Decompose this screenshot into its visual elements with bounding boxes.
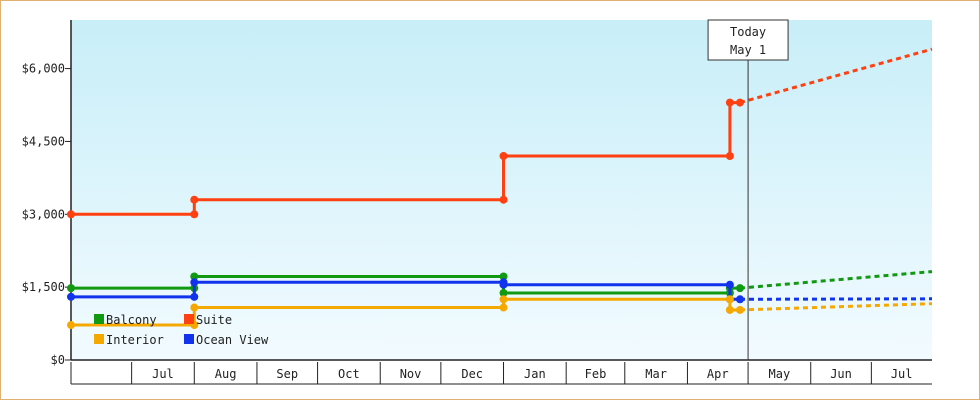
x-tick-label: Mar [645, 367, 667, 381]
x-tick-label: Jul [891, 367, 913, 381]
legend-swatch [94, 334, 104, 344]
data-point [499, 288, 508, 297]
data-point [725, 98, 734, 107]
legend-item: Interior [94, 333, 164, 347]
data-point [67, 292, 75, 301]
plot-background [71, 20, 932, 360]
legend-label: Interior [106, 333, 164, 347]
x-tick-label: May [769, 367, 791, 381]
y-tick-label: $1,500 [22, 280, 65, 294]
today-date-label: May 1 [730, 43, 766, 57]
x-tick-label: Oct [338, 367, 360, 381]
data-point [725, 280, 734, 289]
legend: Balcony Suite Interior Ocean View [94, 313, 269, 347]
x-tick-label: Dec [461, 367, 483, 381]
x-tick-label: Feb [585, 367, 607, 381]
y-tick-label: $6,000 [22, 62, 65, 76]
projection-line [739, 47, 933, 105]
legend-item: Suite [184, 313, 232, 327]
series-layer [67, 47, 933, 330]
legend-item: Ocean View [184, 333, 269, 347]
legend-label: Suite [196, 313, 232, 327]
legend-swatch [184, 314, 194, 324]
data-point [499, 295, 508, 304]
data-point [190, 195, 199, 204]
data-point [190, 292, 199, 301]
legend-label: Ocean View [196, 333, 269, 347]
series-interior [67, 295, 933, 330]
data-point [499, 280, 508, 289]
data-point [499, 195, 508, 204]
today-marker: Today May 1 [707, 19, 789, 360]
legend-label: Balcony [106, 313, 157, 327]
x-axis: Jul Aug Sep Oct Nov Dec Jan Feb Mar Apr May Jun Jul [70, 359, 932, 385]
today-box [707, 19, 789, 61]
data-point [190, 278, 199, 287]
data-point [499, 152, 508, 160]
x-tick-label: Jul [152, 367, 174, 381]
data-point [190, 272, 199, 281]
today-label: Today [730, 25, 766, 39]
y-tick-label: $4,500 [22, 134, 65, 148]
y-axis: $0 $1,500 $3,000 $4,500 $6,000 [22, 20, 72, 367]
x-tick-label: Jun [830, 367, 852, 381]
data-point [67, 210, 75, 219]
x-tick-label: Sep [276, 367, 298, 381]
data-point [725, 305, 734, 314]
x-tick-label: Aug [215, 367, 237, 381]
data-point [190, 210, 199, 219]
legend-swatch [184, 334, 194, 344]
x-tick-label: Nov [400, 367, 422, 381]
legend-swatch [94, 314, 104, 324]
data-point [735, 295, 744, 304]
data-point [725, 295, 734, 304]
y-tick-label: $3,000 [22, 207, 65, 221]
data-point [725, 152, 734, 160]
legend-item: Balcony [94, 313, 157, 327]
data-point [499, 303, 508, 312]
data-point [499, 272, 508, 281]
data-point [735, 305, 744, 314]
x-tick-label: Jan [524, 367, 546, 381]
data-point [190, 303, 199, 312]
series-suite [67, 47, 933, 219]
data-point [67, 321, 75, 330]
data-point [735, 98, 744, 107]
data-point [735, 284, 744, 293]
data-point [67, 284, 75, 293]
x-tick-label: Apr [707, 367, 729, 381]
y-tick-label: $0 [51, 353, 65, 367]
